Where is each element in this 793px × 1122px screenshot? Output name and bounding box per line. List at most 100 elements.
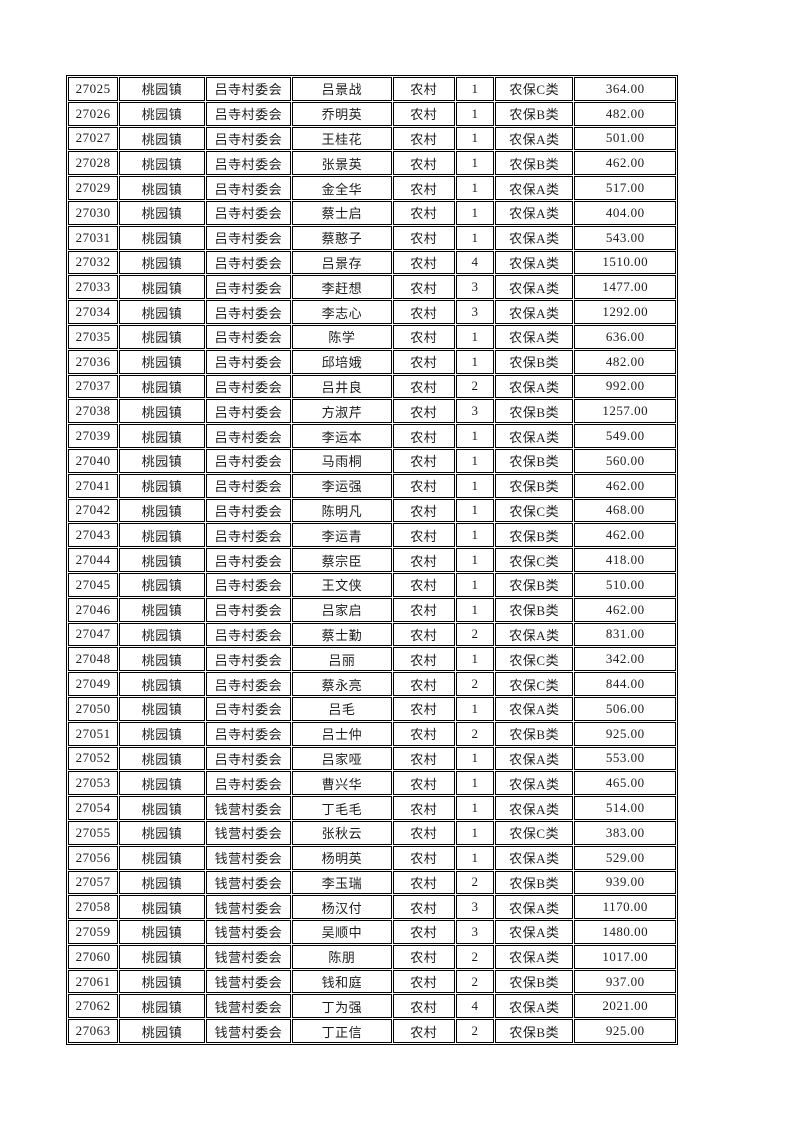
cell-record_id: 27037 [68, 374, 119, 399]
table-row: 27050 桃园镇 吕寺村委会 吕毛 农村 1 农保A类 506.00 [68, 696, 676, 721]
cell-record_id: 27057 [68, 870, 119, 895]
cell-amount: 364.00 [574, 77, 676, 101]
cell-residence_type: 农村 [392, 622, 455, 647]
cell-insurance_category: 农保A类 [495, 200, 574, 225]
cell-insurance_category: 农保B类 [495, 870, 574, 895]
cell-residence_type: 农村 [392, 796, 455, 820]
cell-village_committee: 吕寺村委会 [205, 399, 292, 424]
cell-amount: 560.00 [574, 448, 676, 473]
table-row: 27059 桃园镇 钱营村委会 吴顺中 农村 3 农保A类 1480.00 [68, 920, 676, 944]
cell-person_count: 4 [455, 250, 495, 275]
cell-amount: 925.00 [574, 1019, 676, 1044]
cell-amount: 553.00 [574, 746, 676, 771]
cell-residence_type: 农村 [392, 1019, 455, 1044]
cell-village_committee: 吕寺村委会 [205, 548, 292, 572]
cell-residence_type: 农村 [392, 647, 455, 672]
cell-town: 桃园镇 [119, 77, 205, 101]
cell-amount: 468.00 [574, 498, 676, 523]
cell-town: 桃园镇 [119, 176, 205, 200]
cell-town: 桃园镇 [119, 126, 205, 151]
cell-person_count: 2 [455, 374, 495, 399]
cell-record_id: 27056 [68, 845, 119, 870]
cell-record_id: 27058 [68, 895, 119, 920]
table-row: 27061 桃园镇 钱营村委会 钱和庭 农村 2 农保B类 937.00 [68, 969, 676, 994]
table-row: 27040 桃园镇 吕寺村委会 马雨桐 农村 1 农保B类 560.00 [68, 448, 676, 473]
cell-insurance_category: 农保B类 [495, 349, 574, 374]
cell-record_id: 27062 [68, 994, 119, 1019]
cell-town: 桃园镇 [119, 721, 205, 746]
cell-insurance_category: 农保C类 [495, 498, 574, 523]
cell-record_id: 27036 [68, 349, 119, 374]
cell-village_committee: 吕寺村委会 [205, 597, 292, 622]
cell-village_committee: 吕寺村委会 [205, 498, 292, 523]
cell-person_count: 3 [455, 920, 495, 944]
cell-person_name: 吕士仲 [292, 721, 392, 746]
cell-person_name: 李志心 [292, 300, 392, 324]
table-row: 27029 桃园镇 吕寺村委会 金全华 农村 1 农保A类 517.00 [68, 176, 676, 200]
cell-person_count: 1 [455, 771, 495, 796]
cell-record_id: 27029 [68, 176, 119, 200]
table-row: 27036 桃园镇 吕寺村委会 邱培娥 农村 1 农保B类 482.00 [68, 349, 676, 374]
table-row: 27054 桃园镇 钱营村委会 丁毛毛 农村 1 农保A类 514.00 [68, 796, 676, 820]
cell-insurance_category: 农保B类 [495, 399, 574, 424]
cell-village_committee: 吕寺村委会 [205, 424, 292, 448]
cell-residence_type: 农村 [392, 374, 455, 399]
cell-insurance_category: 农保C类 [495, 820, 574, 845]
cell-record_id: 27032 [68, 250, 119, 275]
cell-person_count: 1 [455, 200, 495, 225]
cell-residence_type: 农村 [392, 746, 455, 771]
table-row: 27031 桃园镇 吕寺村委会 蔡憨子 农村 1 农保A类 543.00 [68, 225, 676, 250]
table-row: 27041 桃园镇 吕寺村委会 李运强 农村 1 农保B类 462.00 [68, 473, 676, 498]
cell-record_id: 27033 [68, 275, 119, 300]
cell-amount: 831.00 [574, 622, 676, 647]
cell-town: 桃园镇 [119, 151, 205, 176]
cell-person_name: 蔡士启 [292, 200, 392, 225]
cell-person_name: 李运强 [292, 473, 392, 498]
cell-person_name: 蔡永亮 [292, 672, 392, 696]
cell-insurance_category: 农保A类 [495, 374, 574, 399]
cell-person_name: 陈明凡 [292, 498, 392, 523]
cell-residence_type: 农村 [392, 820, 455, 845]
table-row: 27035 桃园镇 吕寺村委会 陈学 农村 1 农保A类 636.00 [68, 324, 676, 349]
cell-person_count: 1 [455, 151, 495, 176]
cell-amount: 465.00 [574, 771, 676, 796]
table-row: 27038 桃园镇 吕寺村委会 方淑芹 农村 3 农保B类 1257.00 [68, 399, 676, 424]
cell-record_id: 27063 [68, 1019, 119, 1044]
cell-person_name: 方淑芹 [292, 399, 392, 424]
cell-amount: 636.00 [574, 324, 676, 349]
cell-residence_type: 农村 [392, 101, 455, 126]
cell-village_committee: 吕寺村委会 [205, 746, 292, 771]
cell-record_id: 27025 [68, 77, 119, 101]
cell-insurance_category: 农保A类 [495, 176, 574, 200]
cell-record_id: 27048 [68, 647, 119, 672]
cell-insurance_category: 农保A类 [495, 796, 574, 820]
cell-insurance_category: 农保B类 [495, 448, 574, 473]
cell-village_committee: 吕寺村委会 [205, 622, 292, 647]
cell-town: 桃园镇 [119, 796, 205, 820]
table-row: 27053 桃园镇 吕寺村委会 曹兴华 农村 1 农保A类 465.00 [68, 771, 676, 796]
cell-person_count: 3 [455, 275, 495, 300]
cell-village_committee: 钱营村委会 [205, 994, 292, 1019]
cell-town: 桃园镇 [119, 647, 205, 672]
cell-record_id: 27039 [68, 424, 119, 448]
cell-insurance_category: 农保A类 [495, 895, 574, 920]
cell-person_count: 2 [455, 1019, 495, 1044]
cell-amount: 937.00 [574, 969, 676, 994]
cell-person_count: 1 [455, 845, 495, 870]
cell-residence_type: 农村 [392, 895, 455, 920]
cell-person_count: 2 [455, 969, 495, 994]
cell-insurance_category: 农保B类 [495, 721, 574, 746]
cell-residence_type: 农村 [392, 250, 455, 275]
cell-person_count: 2 [455, 944, 495, 969]
cell-residence_type: 农村 [392, 225, 455, 250]
cell-village_committee: 钱营村委会 [205, 944, 292, 969]
cell-person_count: 3 [455, 300, 495, 324]
cell-residence_type: 农村 [392, 870, 455, 895]
cell-village_committee: 吕寺村委会 [205, 647, 292, 672]
cell-town: 桃园镇 [119, 250, 205, 275]
cell-town: 桃园镇 [119, 820, 205, 845]
cell-village_committee: 钱营村委会 [205, 920, 292, 944]
cell-record_id: 27059 [68, 920, 119, 944]
cell-person_name: 李赶想 [292, 275, 392, 300]
